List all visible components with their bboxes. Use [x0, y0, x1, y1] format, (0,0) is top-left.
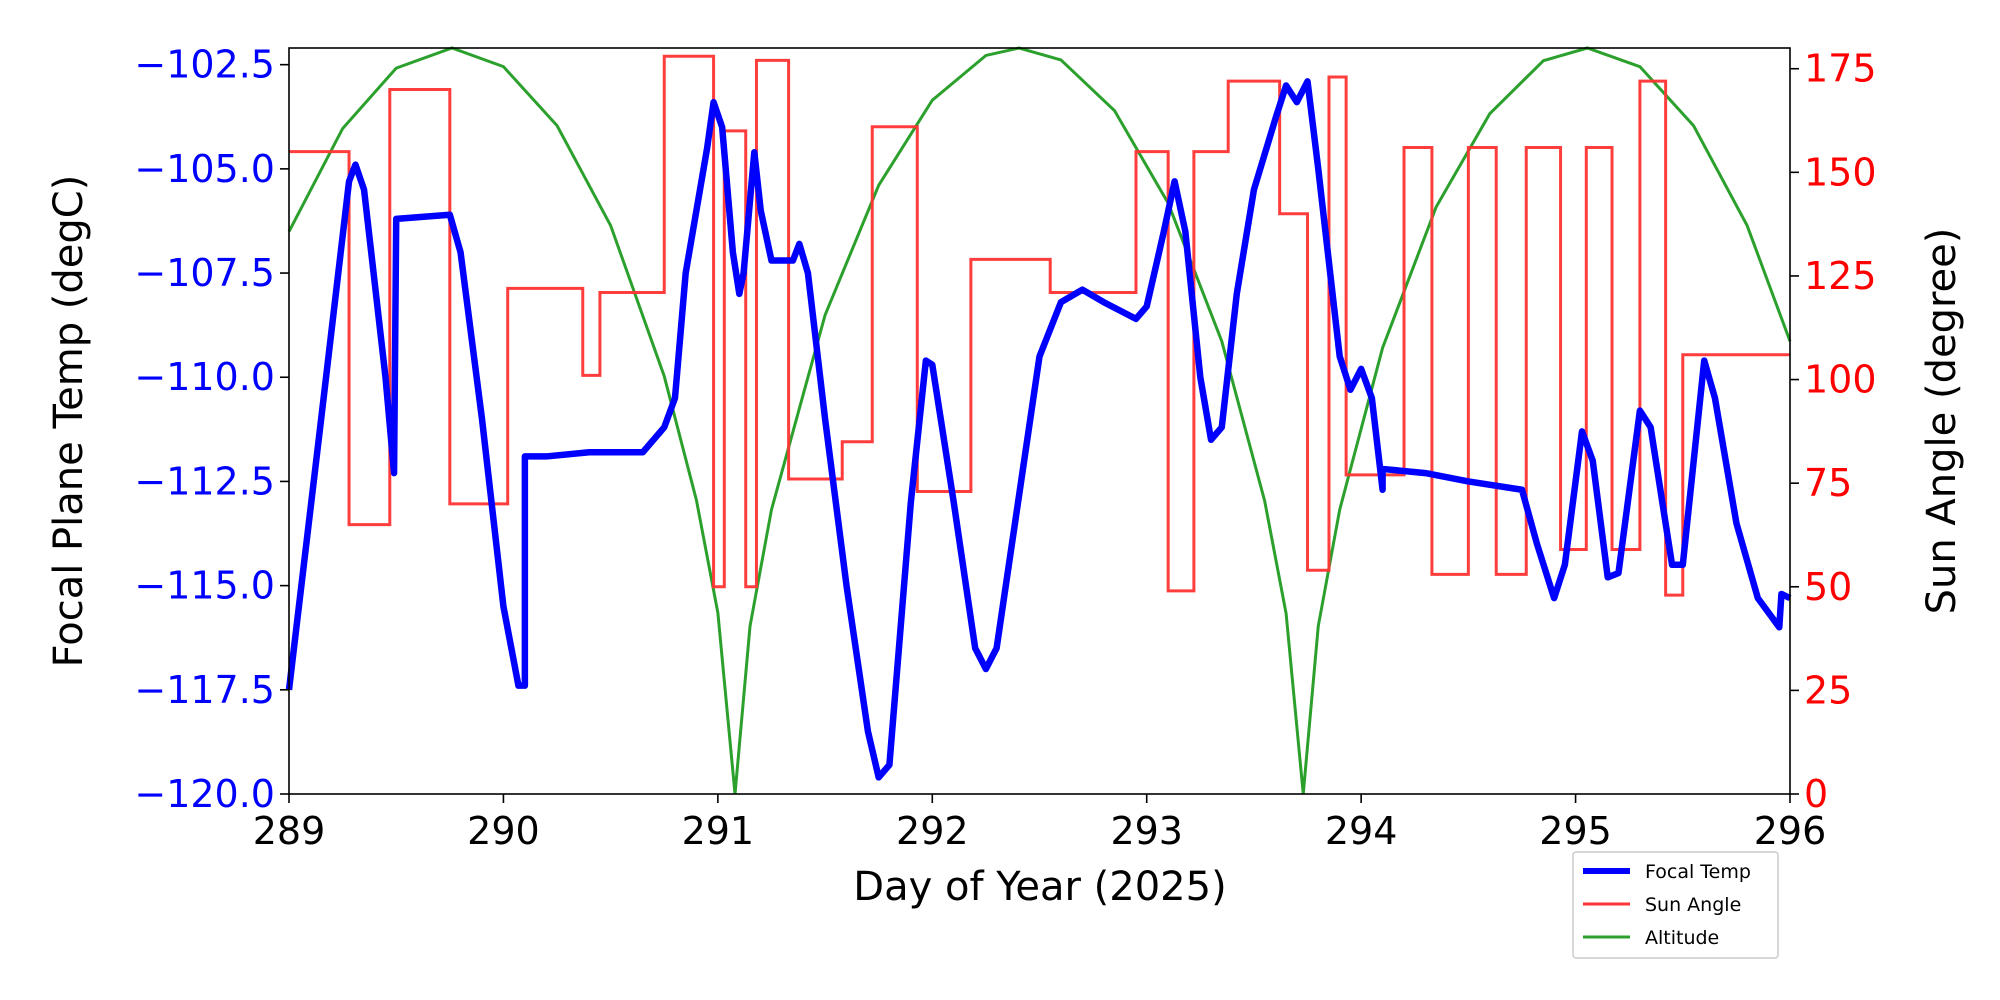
plot-lines — [285, 46, 1792, 795]
y-left-tick-label: −107.5 — [134, 251, 275, 295]
y-right-tick-label: 125 — [1804, 254, 1877, 298]
legend: Focal Temp Sun Angle Altitude — [1572, 851, 1779, 959]
y-left-tick-label: −112.5 — [134, 459, 275, 503]
y-right-tick-label: 75 — [1804, 461, 1852, 505]
y-left-tick-label: −110.0 — [134, 355, 275, 399]
y-left-tick-label: −105.0 — [134, 147, 275, 191]
x-tick-label: 290 — [467, 809, 540, 853]
x-axis: 289 290 291 292 293 294 295 296 — [253, 794, 1827, 853]
y-axis-right-label: Sun Angle (degree) — [1919, 228, 1965, 615]
focal-temp-line — [285, 78, 1792, 781]
y-left-tick-label: −115.0 — [134, 564, 275, 608]
x-tick-label: 295 — [1539, 809, 1612, 853]
y-axis-left: −102.5 −105.0 −107.5 −110.0 −112.5 −115.0 −117… — [134, 43, 289, 816]
y-right-tick-label: 175 — [1804, 47, 1877, 91]
y-right-tick-label: 150 — [1804, 150, 1877, 194]
axes-frame — [288, 47, 1791, 795]
y-left-tick-label: −102.5 — [134, 43, 275, 87]
altitude-line — [287, 46, 1792, 795]
y-axis-left-label: Focal Plane Temp (degC) — [46, 175, 92, 668]
x-axis-label: Day of Year (2025) — [853, 864, 1226, 910]
x-tick-label: 291 — [682, 809, 755, 853]
y-right-tick-label: 25 — [1804, 668, 1852, 712]
x-tick-label: 293 — [1110, 809, 1183, 853]
y-right-tick-label: 0 — [1804, 772, 1828, 816]
y-left-tick-label: −120.0 — [134, 772, 275, 816]
y-right-tick-label: 100 — [1804, 358, 1877, 402]
y-axis-right: 175 150 125 100 75 50 25 0 — [1790, 47, 1877, 816]
x-tick-label: 296 — [1754, 809, 1827, 853]
legend-frame — [1572, 851, 1779, 959]
x-tick-label: 289 — [253, 809, 326, 853]
legend-label-altitude: Altitude — [1645, 927, 1719, 949]
legend-label-sun: Sun Angle — [1645, 894, 1741, 916]
sun-angle-line — [289, 54, 1790, 597]
x-tick-label: 292 — [896, 809, 969, 853]
x-tick-label: 294 — [1325, 809, 1398, 853]
legend-label-focal: Focal Temp — [1645, 861, 1751, 883]
y-left-tick-label: −117.5 — [134, 668, 275, 712]
y-right-tick-label: 50 — [1804, 565, 1852, 609]
